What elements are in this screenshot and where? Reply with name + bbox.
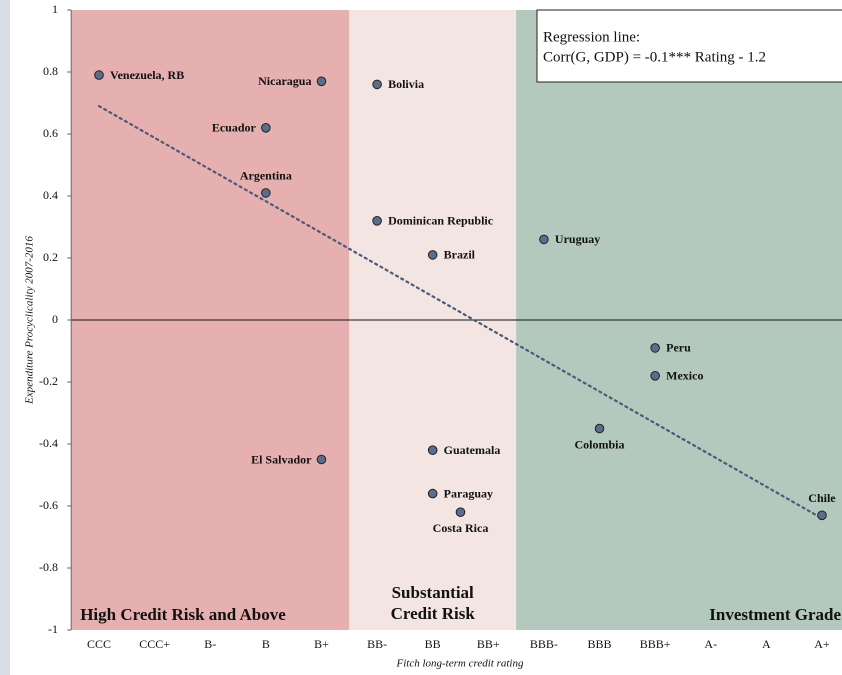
point-label: Argentina [240, 169, 292, 183]
x-tick-label: BBB- [530, 637, 558, 651]
x-tick-label: B- [204, 637, 216, 651]
x-axis-label: Fitch long-term credit rating [396, 658, 524, 670]
point-label: Bolivia [388, 77, 424, 91]
x-tick-label: BB [425, 637, 441, 651]
x-tick-label: A [762, 637, 771, 651]
point-label: Paraguay [444, 486, 493, 500]
point [316, 76, 327, 87]
annotation-box [536, 9, 842, 83]
annotation-title: Regression line: [543, 29, 640, 45]
point [539, 234, 549, 245]
region-label: High Credit Risk and Above [80, 605, 286, 624]
x-tick-label: CCC+ [139, 637, 170, 651]
point [427, 250, 438, 260]
point [427, 445, 438, 456]
point [261, 188, 271, 198]
x-tick-label: BB- [367, 637, 387, 651]
point [427, 488, 438, 499]
point-label: Uruguay [555, 232, 600, 246]
y-tick-label: 0.4 [43, 188, 58, 202]
y-tick-label: 0.8 [43, 64, 58, 78]
x-tick-label: A+ [814, 637, 830, 651]
point [316, 454, 327, 465]
y-tick-label: 0.6 [43, 126, 58, 140]
y-tick-label: -0.6 [39, 498, 58, 512]
annotation-text: Corr(G, GDP) = -0.1*** Rating - 1.2 [543, 49, 766, 65]
x-tick-label: A- [704, 637, 717, 651]
point-label: Chile [808, 491, 836, 505]
point [650, 371, 660, 381]
y-tick-label: -0.2 [39, 374, 58, 388]
point-label: Guatemala [444, 443, 501, 457]
point [372, 216, 382, 226]
x-tick-label: B [262, 637, 270, 651]
point [650, 343, 660, 353]
x-tick-label: BB+ [477, 637, 500, 651]
x-tick-label: BBB [588, 637, 612, 651]
y-tick-label: 0.2 [43, 250, 58, 264]
y-tick-label: -0.8 [39, 560, 58, 574]
y-tick-label: 1 [52, 2, 58, 16]
point [94, 70, 104, 80]
point [372, 79, 382, 90]
point-label: Colombia [575, 437, 625, 451]
point-label: Ecuador [212, 121, 257, 135]
y-tick-label: -0.4 [39, 436, 58, 450]
region-label: Substantial [392, 583, 474, 602]
point-label: Costa Rica [433, 521, 489, 535]
point-label: Nicaragua [258, 74, 311, 88]
regression-line [97, 104, 824, 520]
point-label: Venezuela, RB [110, 68, 184, 82]
point [455, 507, 466, 518]
x-tick-label: B+ [314, 637, 329, 651]
point-label: El Salvador [251, 452, 312, 466]
x-tick-label: CCC [87, 637, 111, 651]
region-label: Investment Grade [709, 605, 841, 624]
y-axis-label: Expenditure Procyclicality 2007-2016 [24, 236, 36, 405]
point-label: Peru [666, 341, 691, 355]
x-tick-label: BBB+ [640, 637, 671, 651]
point [817, 510, 827, 521]
point [261, 123, 271, 133]
region-label: Credit Risk [391, 604, 476, 623]
y-tick-label: -1 [48, 622, 58, 636]
point [594, 423, 605, 434]
side-strip [0, 0, 10, 675]
point-label: Brazil [444, 248, 476, 262]
point-label: Dominican Republic [388, 214, 494, 228]
y-tick-label: 0 [52, 312, 58, 326]
point-label: Mexico [666, 369, 703, 383]
